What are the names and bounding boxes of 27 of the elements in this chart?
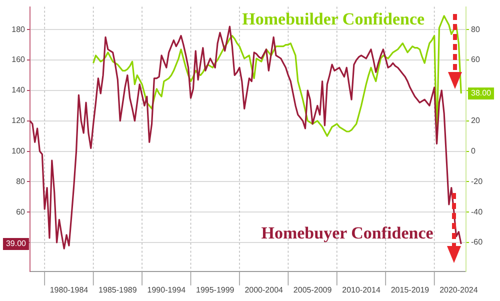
y-tick-label: 180 — [12, 24, 26, 34]
x-tick-label: 2010-2014 — [342, 285, 381, 294]
x-tick-label: 1985-1989 — [98, 285, 138, 294]
annotation: 39.00 — [6, 239, 27, 248]
y2-tick-label: 60 — [471, 55, 480, 64]
y-tick-label: 160 — [12, 55, 26, 64]
y2-tick-label: 80 — [471, 24, 480, 34]
x-tick-label: 1980-1984 — [50, 285, 89, 294]
annotation: 38.00 — [471, 88, 492, 98]
y2-tick-label: -40 — [471, 207, 484, 216]
y2-tick-label: 20 — [471, 116, 480, 126]
y-tick-label: 120 — [12, 116, 26, 126]
y2-tick-label: -20 — [471, 176, 484, 186]
x-tick-label: 2005-2009 — [293, 285, 332, 294]
x-tick-label: 1990-1994 — [147, 285, 186, 294]
series-label: Homebuilder Confidence — [242, 9, 426, 28]
x-tick-label: 2015-2019 — [390, 285, 430, 294]
y-tick-label: 60 — [16, 207, 26, 216]
y-tick-label: 80 — [16, 176, 26, 186]
y2-tick-label: 0 — [471, 146, 476, 156]
series-label: Homebuyer Confidence — [261, 224, 434, 243]
x-tick-label: 1995-1999 — [196, 285, 235, 294]
x-tick-label: 2000-2004 — [244, 285, 284, 294]
y-tick-label: 100 — [12, 146, 26, 156]
y-tick-label: 140 — [12, 86, 26, 95]
x-tick-label: 2020-2024 — [440, 285, 478, 294]
y2-tick-label: -60 — [471, 238, 484, 247]
